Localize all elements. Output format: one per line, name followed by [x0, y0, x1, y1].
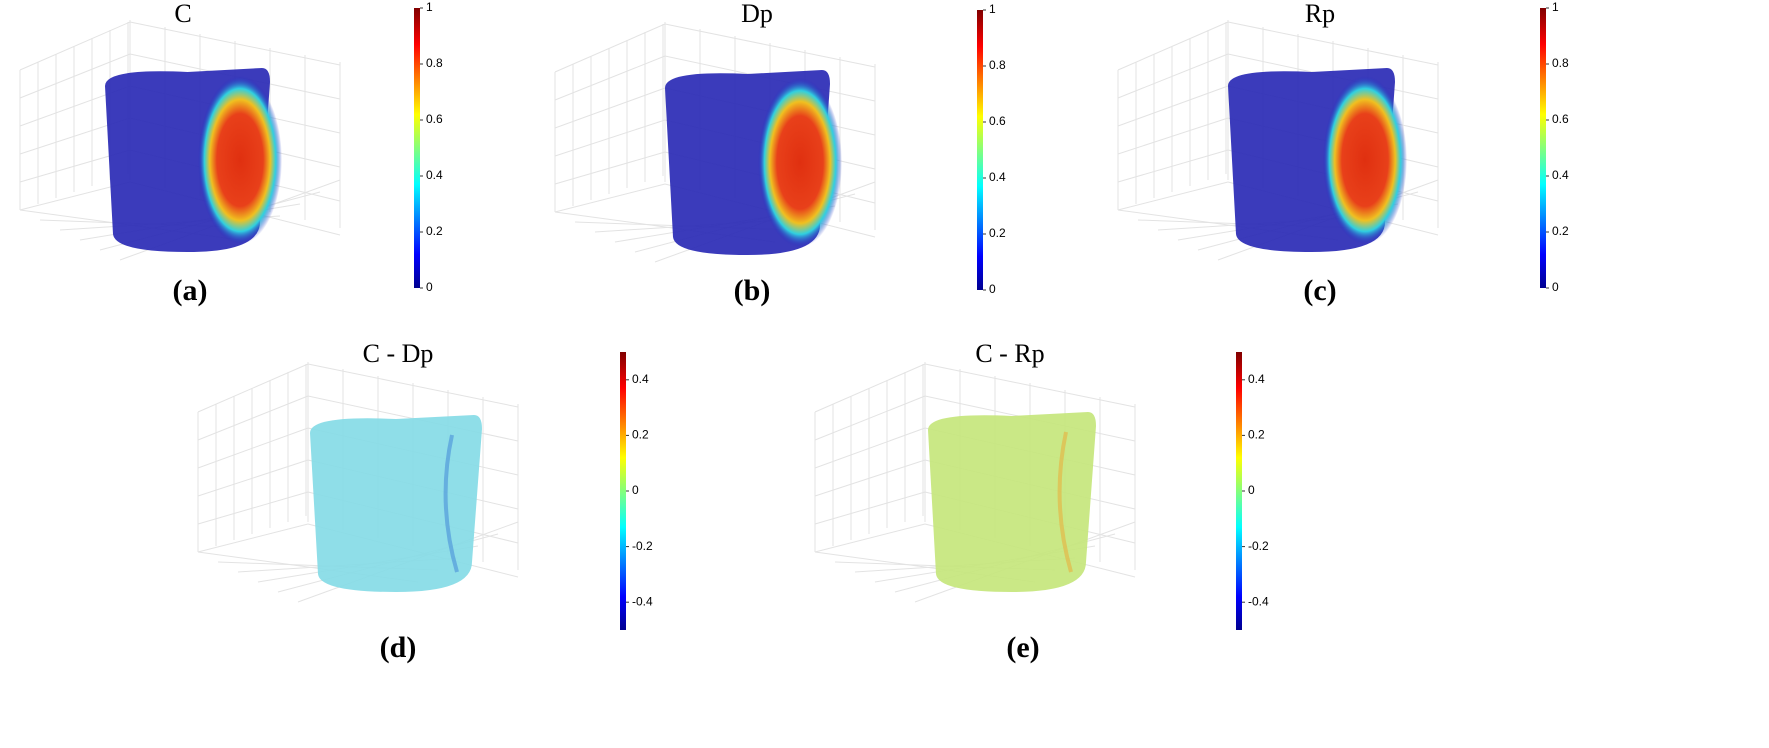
grid-line-deco [1117, 53, 1229, 99]
colorbar [414, 8, 420, 288]
colorbar [620, 352, 626, 630]
grid-line-deco [814, 395, 926, 441]
colorbar [1236, 352, 1242, 630]
colorbar-tick-label: 0 [426, 280, 433, 294]
hot-region [198, 76, 282, 244]
grid-line-deco [1117, 149, 1229, 183]
grid-line-deco [197, 523, 309, 553]
grid-line-deco [197, 427, 309, 469]
colorbar-tick-label: 0.8 [1552, 56, 1569, 70]
colorbar-tick-label: 1 [426, 0, 433, 14]
colorbar [1540, 8, 1546, 288]
colorbar-tick-label: -0.4 [632, 594, 653, 608]
grid-line-deco [554, 55, 666, 101]
grid-line-deco [814, 491, 926, 525]
colorbar-tick-label: 0.4 [1552, 168, 1569, 182]
grid-line-deco [1227, 21, 1439, 66]
grid-line-deco [1117, 85, 1229, 127]
colorbar-tick-label: 0.8 [989, 58, 1006, 72]
panel-title: Dp [741, 0, 773, 28]
hot-region [1323, 76, 1407, 244]
colorbar-tick-label: -0.4 [1248, 594, 1269, 608]
grid-line-deco [1117, 117, 1229, 155]
colorbar-tick-label: 0.4 [426, 168, 443, 182]
colorbar-tick-label: 0 [989, 282, 996, 296]
grid-line-deco [554, 183, 666, 213]
colorbar-tick-label: 0.2 [426, 224, 443, 238]
panel: -0.4 -0.2 0 0.2 0.4 C - Rp (e) [814, 339, 1269, 664]
panel: 0 0.2 0.4 0.6 0.8 1 Rp (c) [1117, 0, 1569, 307]
colorbar-tick-label: 0.8 [426, 56, 443, 70]
colorbar-tick-label: 0.2 [1552, 224, 1569, 238]
colorbar-tick-label: 0.4 [989, 170, 1006, 184]
grid-line-deco [664, 23, 876, 68]
grid-line-deco [554, 151, 666, 185]
colorbar-tick-label: -0.2 [632, 539, 653, 553]
colorbar-tick-label: 0.6 [426, 112, 443, 126]
grid-line-deco [814, 427, 926, 469]
grid-line-deco [554, 119, 666, 157]
colorbar-tick-label: 0.2 [1248, 428, 1265, 442]
colorbar-tick-label: 0 [632, 483, 639, 497]
volume [928, 412, 1096, 592]
panel-label: (c) [1303, 274, 1336, 307]
grid-line-deco [197, 363, 309, 413]
volume [310, 415, 482, 592]
panel-label: (d) [380, 631, 417, 664]
panel: 0 0.2 0.4 0.6 0.8 1 Dp (b) [554, 0, 1006, 307]
panel-label: (a) [173, 274, 208, 307]
panel: 0 0.2 0.4 0.6 0.8 1 C (a) [19, 0, 443, 307]
panel-title: C - Rp [975, 339, 1044, 368]
colorbar-tick-label: 1 [989, 2, 996, 16]
colorbar-tick-label: 1 [1552, 0, 1559, 14]
colorbar-tick-label: -0.2 [1248, 539, 1269, 553]
colorbar-tick-label: 0 [1248, 483, 1255, 497]
grid-line-deco [814, 459, 926, 497]
grid-line-deco [307, 363, 519, 408]
grid-line-deco [19, 21, 131, 71]
panel-title: C - Dp [363, 339, 434, 368]
panel-title: C [174, 0, 191, 28]
colorbar-tick-label: 0.6 [989, 114, 1006, 128]
colorbar-tick-label: 0.6 [1552, 112, 1569, 126]
grid-line-deco [554, 23, 666, 73]
grid-line-deco [814, 363, 926, 413]
grid-line-deco [814, 523, 926, 553]
panel-label: (e) [1006, 631, 1039, 664]
colorbar [977, 10, 983, 290]
grid-line-deco [197, 459, 309, 497]
grid-line-deco [19, 53, 131, 99]
colorbar-tick-label: 0.2 [632, 428, 649, 442]
colorbar-tick-label: 0.4 [1248, 372, 1265, 386]
grid-line-deco [129, 21, 341, 66]
edge-detail [443, 434, 459, 573]
panel: -0.4 -0.2 0 0.2 0.4 C - Dp (d) [197, 339, 653, 664]
colorbar-tick-label: 0.2 [989, 226, 1006, 240]
grid-line-deco [197, 491, 309, 525]
panel-title: Rp [1305, 0, 1335, 28]
edge-detail [1057, 431, 1073, 573]
grid-line-deco [554, 87, 666, 129]
panel-label: (b) [734, 274, 771, 307]
grid-line-deco [197, 395, 309, 441]
grid-line-deco [1117, 21, 1229, 71]
hot-region [758, 78, 842, 247]
grid-line-deco [1117, 181, 1229, 211]
colorbar-tick-label: 0.4 [632, 372, 649, 386]
colorbar-tick-label: 0 [1552, 280, 1559, 294]
grid-line-deco [924, 363, 1136, 408]
